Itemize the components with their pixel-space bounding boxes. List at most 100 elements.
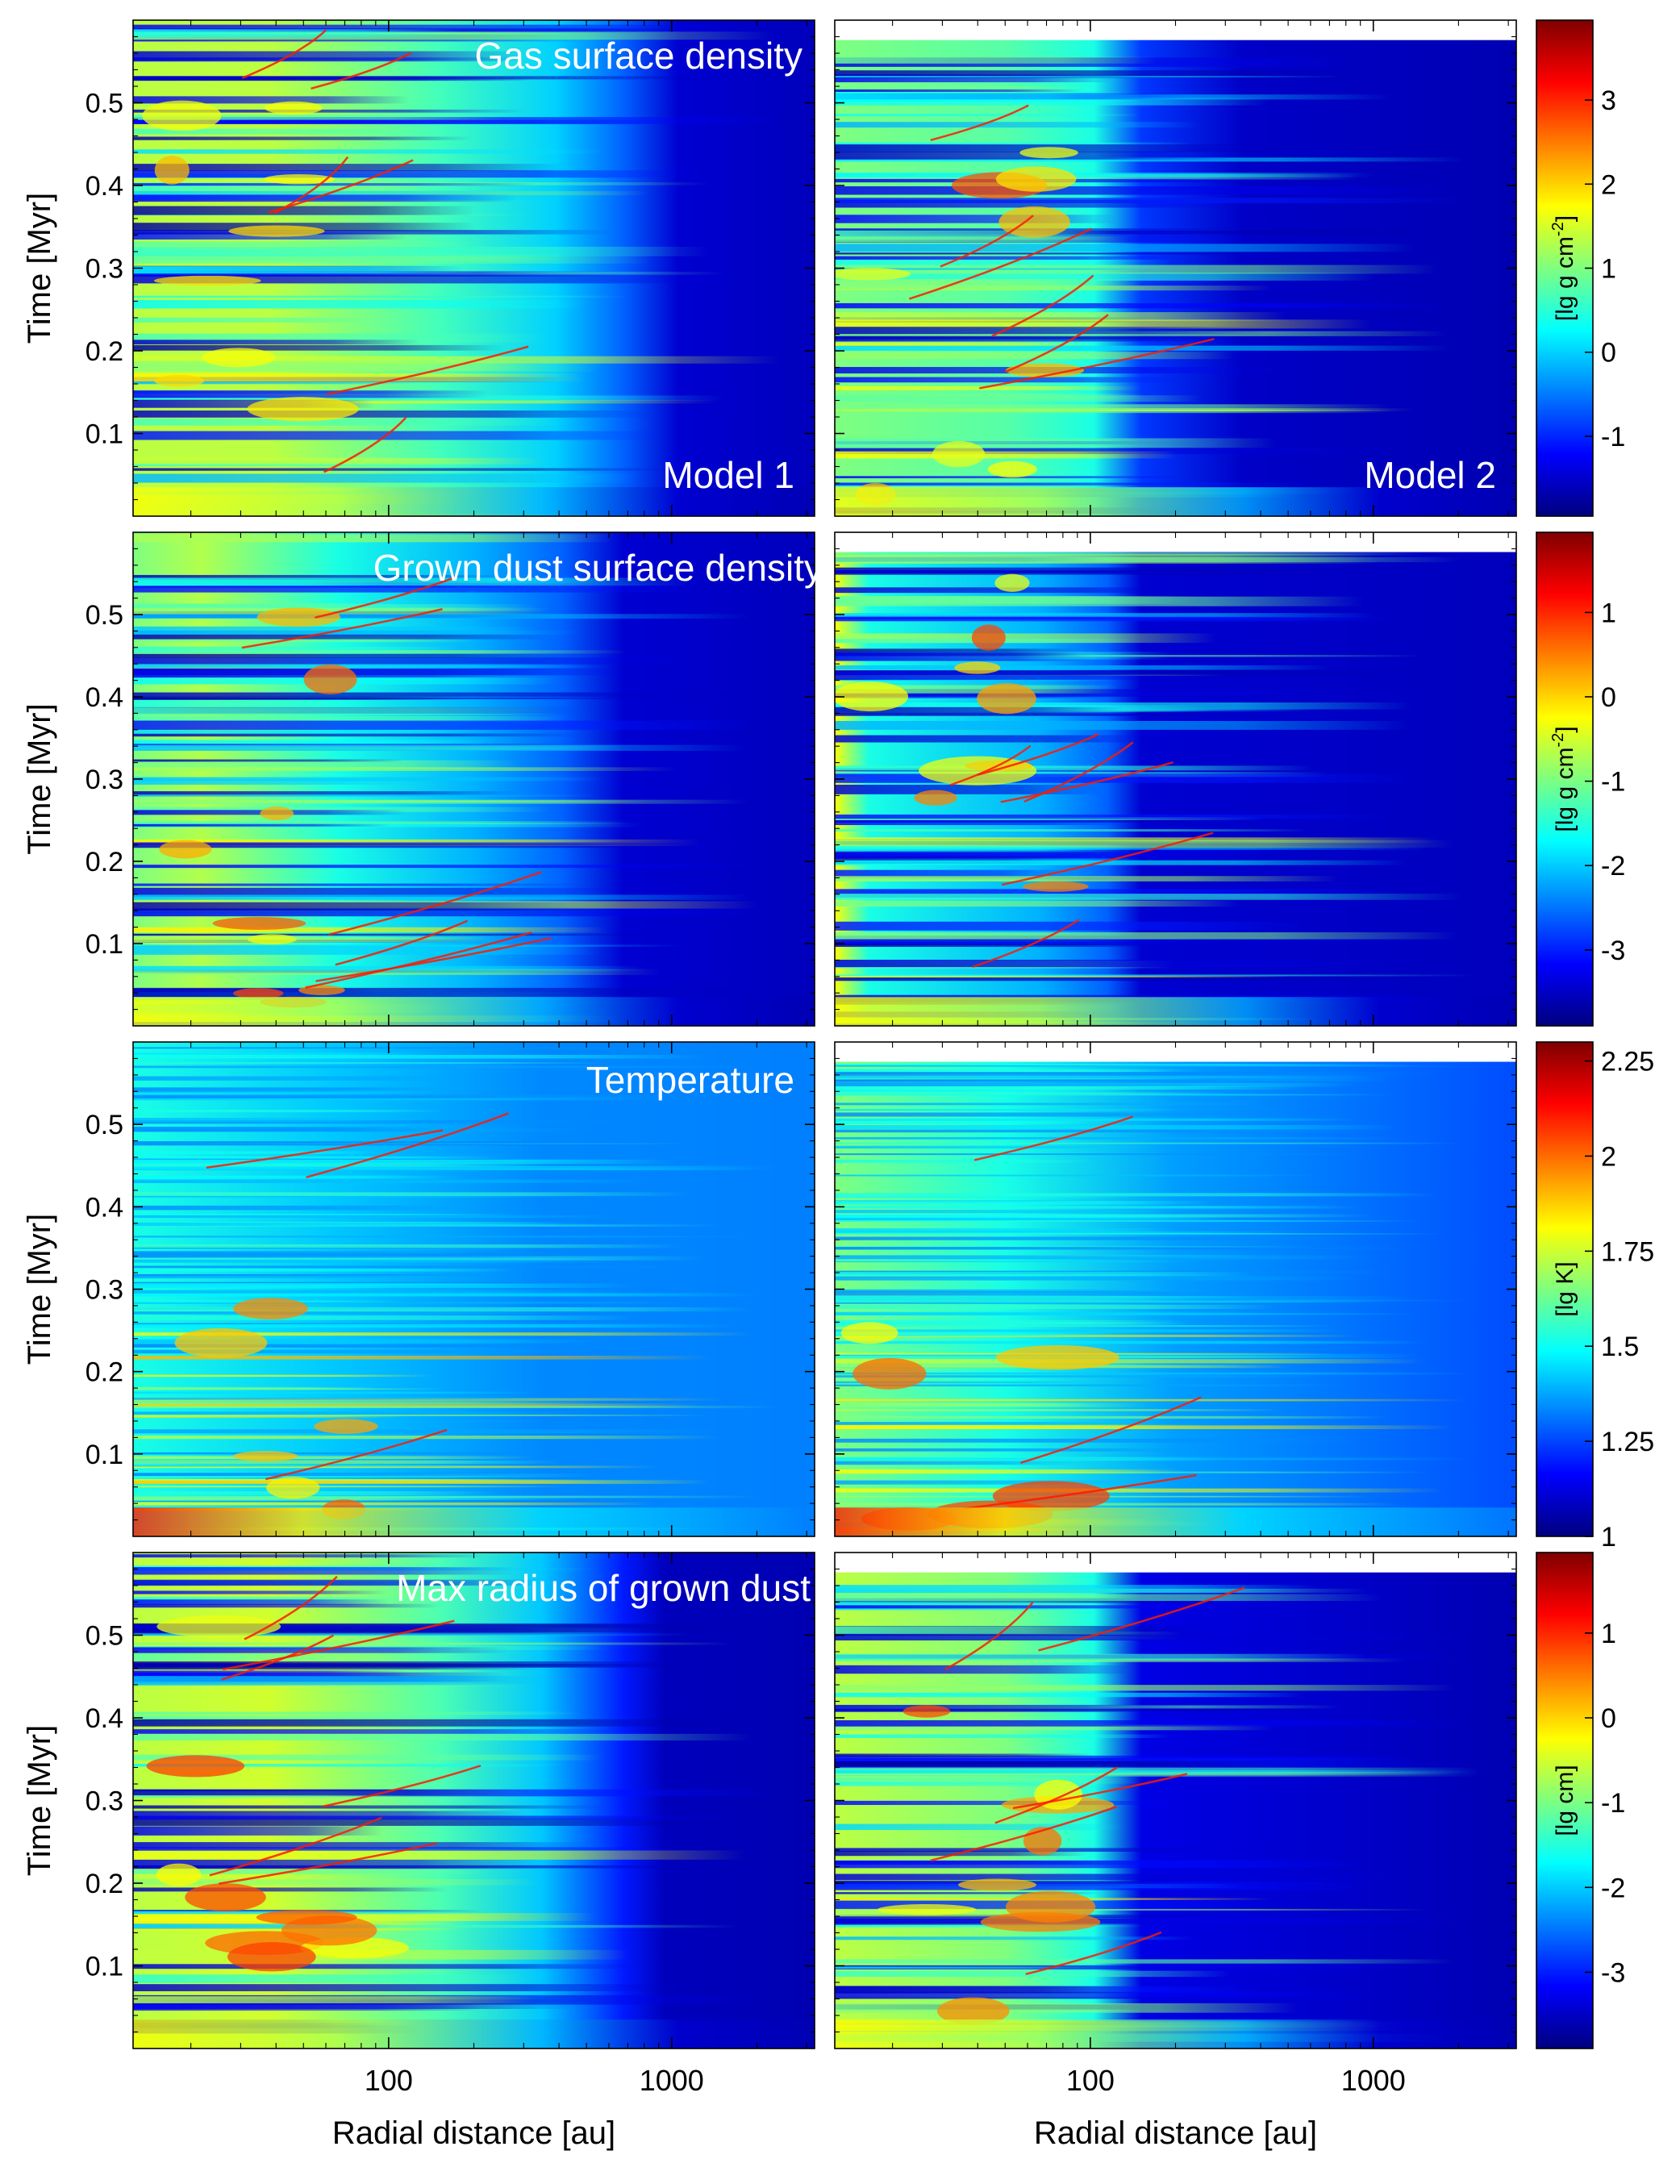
heatmap-band: [133, 136, 472, 140]
heatmap-band: [835, 1094, 1397, 1096]
heatmap-band: [835, 1761, 1284, 1767]
heatmap-band: [133, 1996, 535, 2003]
heatmap-band: [835, 327, 1271, 335]
heatmap-blob: [233, 1298, 308, 1319]
heatmap-band: [133, 987, 759, 998]
heatmap-band: [133, 614, 751, 619]
colorbar-tick-label: -2: [1601, 1873, 1625, 1903]
heatmap-band: [835, 613, 1375, 618]
heatmap-streak: [978, 733, 1099, 776]
heatmap-band: [133, 1151, 386, 1154]
heatmap-band: [835, 894, 1463, 900]
heatmap-band: [835, 451, 1178, 459]
heatmap-band: [133, 730, 480, 734]
heatmap-band: [835, 1996, 1445, 1999]
heatmap-band: [133, 395, 724, 401]
heatmap-band: [835, 199, 1244, 208]
heatmap-blob: [957, 1878, 1037, 1891]
heatmap-band: [835, 932, 1459, 940]
x-tick-label: 1000: [1341, 2064, 1406, 2097]
heatmap-band: [835, 685, 1118, 694]
heatmap-band: [835, 713, 1431, 716]
heatmap-band: [835, 1201, 1215, 1205]
heatmap-band: [835, 336, 1265, 342]
heatmap-band: [835, 944, 1186, 948]
heatmap-band: [133, 1269, 518, 1272]
heatmap-blob: [1022, 881, 1089, 892]
heatmap-band: [133, 1763, 565, 1767]
colorbar-label: [lg K]: [1552, 1261, 1578, 1316]
heatmap-band: [133, 183, 537, 186]
heatmap-band: [835, 665, 1332, 670]
heatmap-band: [133, 1850, 744, 1860]
heatmap-band: [133, 604, 537, 611]
heatmap-band: [133, 1301, 688, 1304]
heatmap-band: [835, 302, 1446, 309]
heatmap-streak: [1025, 1931, 1162, 1976]
heatmap-panel-r2-c2: [835, 552, 1516, 1026]
x-tick-label: 1000: [640, 2064, 704, 2097]
heatmap-band: [133, 842, 765, 845]
colorbar-tick-label: 3: [1601, 85, 1616, 116]
heatmap-band: [835, 395, 1203, 402]
heatmap-band: [835, 1970, 1232, 1978]
y-axis-label: Time [Myr]: [22, 1725, 57, 1876]
heatmap-band: [133, 969, 661, 975]
heatmap-band: [133, 1179, 654, 1183]
heatmap-band: [835, 765, 1315, 771]
heatmap-band: [835, 89, 1084, 92]
heatmap-band: [133, 128, 419, 135]
colorbar: [1536, 531, 1594, 1027]
heatmap-band: [835, 720, 1410, 730]
heatmap-band: [133, 1141, 698, 1146]
heatmap-band: [133, 333, 548, 343]
heatmap-blob: [840, 1322, 898, 1344]
heatmap-band: [133, 1789, 512, 1795]
heatmap-band: [835, 1112, 1229, 1117]
heatmap-band: [835, 1823, 1123, 1831]
heatmap-band: [835, 438, 1276, 448]
heatmap-band: [133, 1097, 653, 1101]
heatmap-band: [835, 377, 1186, 383]
heatmap-band: [835, 279, 1144, 290]
heatmap-band: [835, 70, 1350, 78]
colorbar-label: [lg g cm-2]: [1549, 726, 1578, 832]
heatmap-blob: [835, 681, 909, 711]
heatmap-streak: [994, 1766, 1119, 1824]
heatmap-streak: [326, 345, 529, 396]
heatmap-band: [133, 779, 431, 785]
heatmap-band: [133, 577, 690, 586]
heatmap-band: [835, 1965, 1433, 1969]
heatmap-band: [835, 1304, 1278, 1310]
heatmap-band: [133, 1323, 511, 1325]
heatmap-band: [133, 1567, 512, 1575]
heatmap-band: [835, 1109, 1191, 1111]
heatmap-band: [133, 1924, 739, 1928]
heatmap-band: [133, 699, 381, 709]
labels-layer: Gas surface density Time [Myr] Grown dust …: [22, 35, 1496, 2151]
heatmap-band: [133, 1052, 442, 1055]
heatmap-band: [133, 740, 494, 745]
heatmap-band: [133, 791, 519, 795]
heatmap-band: [133, 1323, 734, 1328]
heatmap-band: [835, 1438, 1365, 1443]
heatmap-band: [133, 1388, 446, 1390]
heatmap-streak: [327, 870, 542, 936]
heatmap-band: [133, 1603, 441, 1608]
heatmap-blob: [914, 790, 957, 806]
heatmap-band: [835, 230, 1116, 240]
heatmap-band: [835, 1488, 1444, 1493]
y-tick-label: 0.2: [85, 1357, 123, 1388]
heatmap-band: [133, 1733, 752, 1741]
heatmap-band: [835, 889, 1399, 898]
heatmap-band: [133, 340, 420, 345]
heatmap-band: [133, 1460, 563, 1464]
y-tick-label: 0.4: [85, 1703, 123, 1734]
heatmap-band: [133, 1842, 590, 1848]
heatmap-band: [133, 933, 692, 936]
heatmap-band: [835, 259, 1171, 269]
heatmap-band: [133, 24, 738, 33]
heatmap-band: [133, 1090, 419, 1093]
heatmap-streak: [267, 159, 414, 215]
heatmap-panel-r1-c1: [133, 20, 815, 516]
